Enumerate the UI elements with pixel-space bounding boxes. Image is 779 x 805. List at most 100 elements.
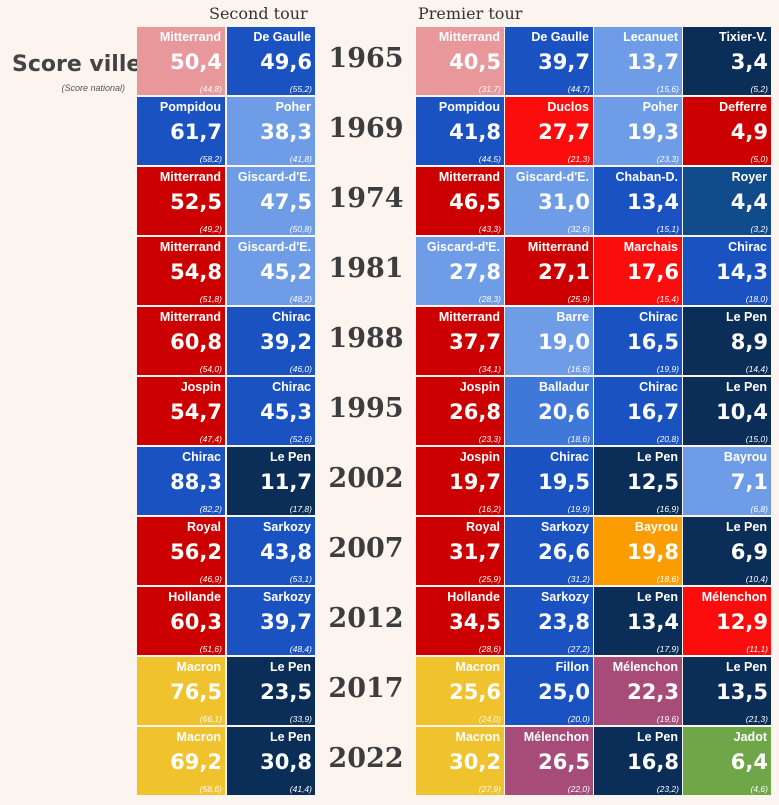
header-second-round: Second tour <box>209 4 308 23</box>
result-cell: Macron 30,2 (27,9) <box>416 727 504 795</box>
city-score: 39,7 <box>260 610 312 634</box>
city-score: 25,6 <box>449 680 501 704</box>
result-cell: Le Pen 13,5 (21,3) <box>683 657 771 725</box>
result-cell: Bayrou 7,1 (6,8) <box>683 447 771 515</box>
result-cell: Giscard-d'E. 45,2 (48,2) <box>227 237 315 305</box>
result-cell: Giscard-d'E. 27,8 (28,3) <box>416 237 504 305</box>
candidate-name: Chirac <box>272 310 311 324</box>
candidate-name: Sarkozy <box>541 590 589 604</box>
candidate-name: Sarkozy <box>541 520 589 534</box>
city-score: 50,4 <box>170 50 222 74</box>
year-label: 2007 <box>328 533 404 564</box>
city-score: 13,4 <box>627 610 679 634</box>
national-score: (15,0) <box>745 434 768 444</box>
city-score: 76,5 <box>170 680 222 704</box>
national-score: (23,3) <box>478 434 501 444</box>
result-cell: Macron 76,5 (66,1) <box>137 657 225 725</box>
city-score: 11,7 <box>260 470 312 494</box>
year-label: 1995 <box>328 393 404 424</box>
city-score: 6,9 <box>730 540 768 564</box>
result-cell: Le Pen 16,8 (23,2) <box>594 727 682 795</box>
city-score: 23,8 <box>538 610 590 634</box>
national-score: (11,1) <box>746 644 768 654</box>
result-cell: Barre 19,0 (16,6) <box>505 307 593 375</box>
candidate-name: Mitterrand <box>438 310 500 324</box>
national-score: (23,3) <box>656 154 679 164</box>
city-score: 37,7 <box>449 330 501 354</box>
city-score: 14,3 <box>716 260 768 284</box>
national-score: (28,3) <box>478 294 501 304</box>
candidate-name: Lecanuet <box>623 30 678 44</box>
result-cell: Jospin 19,7 (16,2) <box>416 447 504 515</box>
national-score: (55,2) <box>289 84 312 94</box>
city-score: 4,4 <box>730 190 768 214</box>
result-cell: Jospin 26,8 (23,3) <box>416 377 504 445</box>
chart-title: Score ville <box>12 52 142 77</box>
candidate-name: Bayrou <box>723 450 767 464</box>
result-cell: Tixier-V. 3,4 (5,2) <box>683 27 771 95</box>
result-cell: Royal 31,7 (25,9) <box>416 517 504 585</box>
city-score: 38,3 <box>260 120 312 144</box>
national-score: (34,1) <box>478 364 501 374</box>
city-score: 25,0 <box>538 680 590 704</box>
national-score: (18,0) <box>745 294 768 304</box>
result-cell: Le Pen 13,4 (17,9) <box>594 587 682 655</box>
candidate-name: Le Pen <box>637 590 678 604</box>
city-score: 19,5 <box>538 470 590 494</box>
national-score: (15,1) <box>656 224 679 234</box>
candidate-name: Mitterrand <box>527 240 589 254</box>
result-cell: Giscard-d'E. 31,0 (32,6) <box>505 167 593 235</box>
result-cell: Le Pen 8,9 (14,4) <box>683 307 771 375</box>
candidate-name: Giscard-d'E. <box>237 240 311 254</box>
result-cell: Chirac 19,5 (19,9) <box>505 447 593 515</box>
result-cell: Royer 4,4 (3,2) <box>683 167 771 235</box>
national-score: (58,6) <box>199 784 222 794</box>
result-cell: Hollande 34,5 (28,6) <box>416 587 504 655</box>
national-score: (54,0) <box>199 364 222 374</box>
result-cell: Chirac 16,7 (20,8) <box>594 377 682 445</box>
city-score: 54,8 <box>170 260 222 284</box>
city-score: 26,8 <box>449 400 501 424</box>
year-label: 2012 <box>328 603 404 634</box>
national-score: (18,6) <box>567 434 590 444</box>
result-cell: Mitterrand 52,5 (49,2) <box>137 167 225 235</box>
city-score: 31,0 <box>538 190 590 214</box>
result-cell: Le Pen 10,4 (15,0) <box>683 377 771 445</box>
result-cell: Mitterrand 60,8 (54,0) <box>137 307 225 375</box>
city-score: 27,8 <box>449 260 501 284</box>
city-score: 46,5 <box>449 190 501 214</box>
candidate-name: Chirac <box>639 380 678 394</box>
national-score: (27,2) <box>567 644 590 654</box>
city-score: 10,4 <box>716 400 768 424</box>
national-score: (21,3) <box>745 714 768 724</box>
national-score: (27,9) <box>478 784 501 794</box>
result-cell: Chirac 16,5 (19,9) <box>594 307 682 375</box>
national-score: (51,8) <box>199 294 222 304</box>
result-cell: Poher 19,3 (23,3) <box>594 97 682 165</box>
result-cell: Duclos 27,7 (21,3) <box>505 97 593 165</box>
national-score: (32,6) <box>567 224 590 234</box>
result-cell: Defferre 4,9 (5,0) <box>683 97 771 165</box>
candidate-name: Le Pen <box>726 380 767 394</box>
city-score: 27,7 <box>538 120 590 144</box>
city-score: 12,5 <box>627 470 679 494</box>
result-cell: Mitterrand 54,8 (51,8) <box>137 237 225 305</box>
result-cell: Pompidou 61,7 (58,2) <box>137 97 225 165</box>
national-score: (16,2) <box>478 504 501 514</box>
year-label: 2017 <box>328 673 404 704</box>
candidate-name: Mitterrand <box>159 170 221 184</box>
city-score: 40,5 <box>449 50 501 74</box>
city-score: 54,7 <box>170 400 222 424</box>
national-score: (19,9) <box>567 504 590 514</box>
city-score: 34,5 <box>449 610 501 634</box>
candidate-name: Macron <box>176 730 221 744</box>
result-cell: Lecanuet 13,7 (15,6) <box>594 27 682 95</box>
year-label: 1965 <box>328 43 404 74</box>
national-score: (10,4) <box>745 574 768 584</box>
city-score: 13,5 <box>716 680 768 704</box>
candidate-name: Sarkozy <box>263 590 311 604</box>
candidate-name: Barre <box>556 310 589 324</box>
national-score: (23,2) <box>656 784 679 794</box>
year-label: 1974 <box>328 183 404 214</box>
national-score: (44,8) <box>199 84 222 94</box>
